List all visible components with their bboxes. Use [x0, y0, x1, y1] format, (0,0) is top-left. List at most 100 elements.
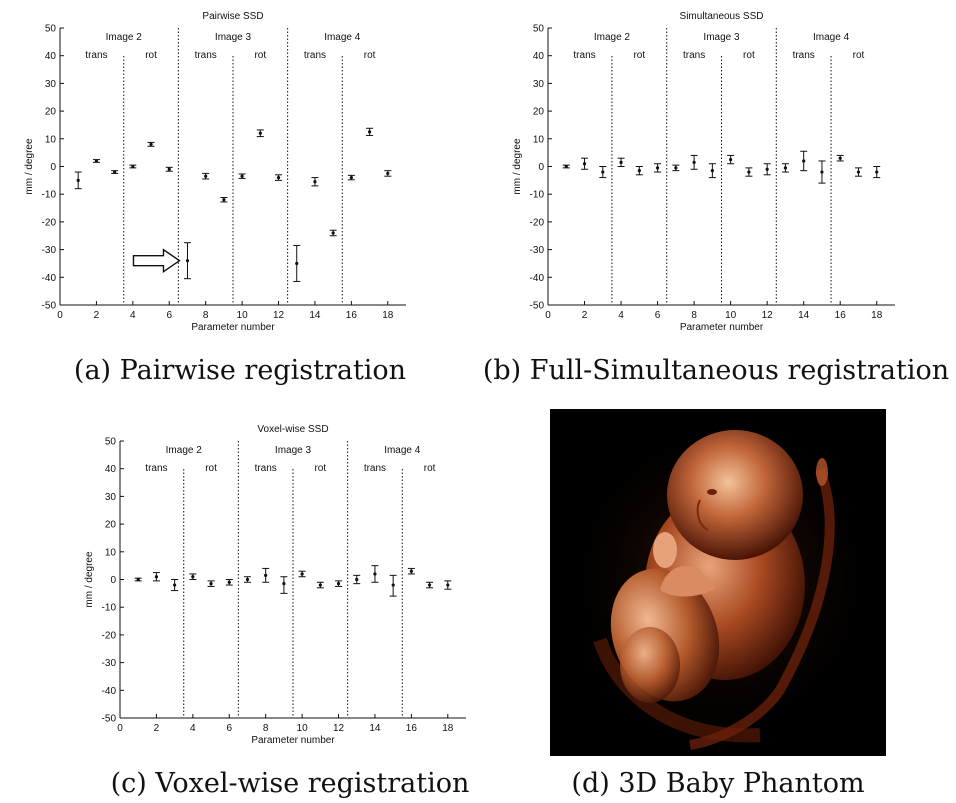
chart-b-x-tick-label: 14	[798, 310, 810, 321]
chart-b-x-tick-label: 12	[762, 310, 774, 321]
chart-c-voxelwise-ssd: Voxel-wise SSD50403020100-10-20-30-40-50…	[84, 424, 466, 746]
chart-c-subgroup-label: rot	[205, 463, 217, 474]
baby-arm	[660, 566, 715, 597]
chart-a-y-tick-label: -20	[42, 217, 57, 228]
chart-c-x-tick-label: 4	[190, 723, 196, 734]
baby-face-profile	[696, 499, 709, 531]
chart-c-subgroup-label: rot	[424, 463, 436, 474]
chart-b-x-tick-label: 4	[618, 310, 624, 321]
chart-a-y-tick-label: -10	[42, 190, 57, 201]
chart-a-data-point	[349, 175, 353, 180]
caption-b: (b) Full-Simultaneous registration	[482, 355, 950, 386]
chart-b-y-tick-label: 30	[533, 79, 545, 90]
chart-c-subgroup-label: trans	[255, 463, 277, 474]
chart-a-y-tick-label: 40	[45, 51, 57, 62]
chart-a-x-tick-label: 0	[57, 310, 63, 321]
chart-a-x-tick-label: 10	[237, 310, 249, 321]
chart-b-y-axis-label: mm / degree	[512, 138, 523, 195]
chart-c-data-point	[227, 580, 231, 584]
chart-b-data-point	[692, 160, 696, 164]
chart-b-data-point	[582, 162, 587, 166]
chart-c-y-tick-label: 50	[105, 437, 117, 448]
chart-b-y-tick-label: 40	[533, 51, 545, 62]
chart-b-y-tick-label: -30	[530, 245, 545, 256]
baby-hand	[653, 532, 677, 568]
chart-b-y-tick-label: -50	[530, 301, 545, 312]
caption-a: (a) Pairwise registration	[73, 355, 407, 386]
chart-a-data-point	[240, 174, 244, 178]
caption-c: (c) Voxel-wise registration	[110, 768, 470, 799]
chart-a-subgroup-label: trans	[85, 50, 107, 61]
chart-c-title: Voxel-wise SSD	[257, 424, 328, 435]
chart-b-y-tick-label: -10	[530, 190, 545, 201]
chart-c-x-tick-label: 6	[226, 723, 232, 734]
caption-d: (d) 3D Baby Phantom	[571, 768, 865, 799]
chart-a-subgroup-label: rot	[145, 50, 157, 61]
chart-b-title: Simultaneous SSD	[680, 11, 764, 22]
chart-b-y-tick-label: -20	[530, 217, 545, 228]
chart-c-y-tick-label: -10	[102, 603, 117, 614]
chart-a-subgroup-label: trans	[304, 50, 326, 61]
baby-head	[667, 430, 803, 560]
chart-a-data-point	[149, 142, 153, 146]
chart-a-data-point	[295, 261, 299, 266]
chart-a-y-tick-label: 30	[45, 79, 57, 90]
chart-b-data-point	[783, 166, 788, 170]
chart-a-group-label: Image 2	[106, 32, 143, 43]
chart-b-y-tick-label: 20	[533, 107, 545, 118]
chart-a-y-tick-label: 20	[45, 107, 57, 118]
chart-b-x-axis-label: Parameter number	[680, 322, 764, 333]
chart-a-data-point	[222, 198, 226, 202]
chart-c-x-axis-label: Parameter number	[251, 735, 335, 746]
chart-c-data-point	[409, 569, 413, 573]
chart-b-subgroup-label: trans	[683, 50, 705, 61]
chart-b-subgroup-label: trans	[573, 50, 595, 61]
chart-c-y-tick-label: -50	[102, 714, 117, 725]
chart-c-data-point	[282, 582, 286, 586]
chart-a-y-tick-label: 50	[45, 24, 57, 35]
chart-a-data-point	[258, 131, 262, 135]
chart-c-data-point	[373, 572, 377, 576]
chart-a-y-axis-label: mm / degree	[24, 138, 35, 195]
chart-a-data-point	[331, 231, 335, 235]
chart-c-group-label: Image 2	[166, 445, 203, 456]
chart-b-group-label: Image 4	[813, 32, 850, 43]
chart-c-data-point	[136, 577, 140, 582]
chart-a-x-tick-label: 2	[94, 310, 100, 321]
chart-a-x-tick-label: 16	[346, 310, 358, 321]
chart-b-data-point	[619, 160, 623, 164]
chart-c-y-tick-label: -20	[102, 630, 117, 641]
chart-b-x-tick-label: 2	[582, 310, 588, 321]
chart-a-title: Pairwise SSD	[202, 11, 263, 22]
chart-a-data-point	[204, 174, 208, 178]
chart-c-y-tick-label: 0	[110, 575, 116, 586]
chart-c-data-point	[336, 582, 341, 586]
chart-c-y-tick-label: 20	[105, 520, 117, 531]
chart-b-data-point	[674, 166, 678, 170]
chart-b-x-tick-label: 6	[655, 310, 661, 321]
chart-a-y-tick-label: -30	[42, 245, 57, 256]
chart-b-subgroup-label: rot	[853, 50, 865, 61]
chart-a-x-tick-label: 6	[166, 310, 172, 321]
chart-c-data-point	[300, 572, 304, 576]
chart-a-y-tick-label: 0	[50, 162, 56, 173]
chart-a-data-point	[185, 259, 190, 263]
photo-rim-highlight	[816, 458, 828, 486]
chart-c-data-point	[391, 583, 395, 587]
chart-a-data-point	[276, 175, 281, 180]
chart-b-data-point	[729, 157, 733, 162]
chart-a-subgroup-label: rot	[364, 50, 376, 61]
chart-b-y-tick-label: 50	[533, 24, 545, 35]
chart-a-y-tick-label: -40	[42, 273, 57, 284]
chart-b-y-tick-label: 10	[533, 134, 545, 145]
chart-c-x-tick-label: 0	[117, 723, 123, 734]
chart-a-group-label: Image 4	[324, 32, 361, 43]
chart-b-x-tick-label: 16	[835, 310, 847, 321]
chart-c-x-tick-label: 14	[369, 723, 381, 734]
chart-c-x-tick-label: 18	[442, 723, 454, 734]
chart-a-subgroup-label: rot	[254, 50, 266, 61]
chart-c-group-label: Image 4	[384, 445, 421, 456]
chart-b-x-tick-label: 8	[691, 310, 697, 321]
chart-c-y-tick-label: 40	[105, 464, 117, 475]
